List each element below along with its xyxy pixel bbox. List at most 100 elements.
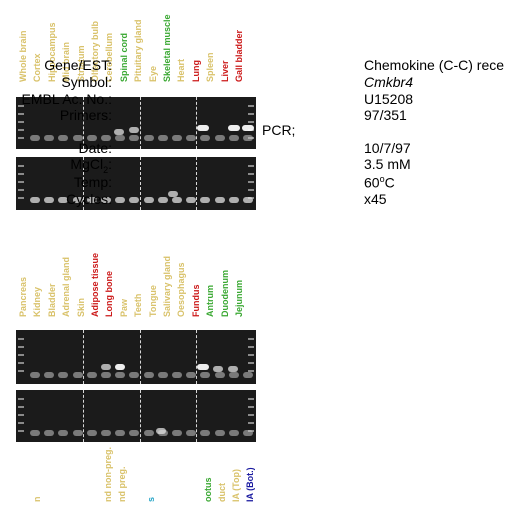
lane-label: nd preg. [117,466,128,503]
panel2-lane-labels: Pancreas Kidney Bladder Adrenal gland Skin Ad… [16,247,256,327]
gel-band [101,197,111,203]
gel-band [86,430,97,436]
ladder-band [248,354,254,356]
gel-band [115,197,126,203]
lane-label: Spinal cord [118,32,129,82]
gel-band [129,135,140,141]
gel-band [129,197,140,203]
gel-band [30,430,40,436]
lane-label: IA (Bot.) [245,467,256,502]
lane-label: Fundus [190,284,201,318]
gel-band [157,372,168,378]
panel1-gel-bottom [16,157,256,210]
gel-band [72,430,83,436]
gel-band [228,125,240,131]
gel-band [172,135,182,141]
gel-band [101,372,111,378]
gel-band [172,197,182,203]
ladder-band [18,354,24,356]
ladder-band [248,406,254,408]
gel-band [44,135,55,141]
embl-label: EMBL Ac. No.: [21,91,112,107]
date-label: Date: [78,140,112,156]
gel-band [86,197,97,203]
gel-band [72,197,83,203]
gel-band [58,372,69,378]
ladder-band [18,197,24,199]
lane-label [132,432,144,512]
gel-band [156,428,166,434]
cycles-label: Cycles: [66,191,112,207]
lane-label: Liver [219,60,230,82]
lane-label: Spleen [205,52,216,82]
lane-label: nd non-preg. [103,447,114,502]
lane-divider [83,97,84,149]
lane-label [46,432,58,512]
mgcl-value: 3.5 mM [364,156,411,172]
lane-label [61,432,73,512]
lane-divider [196,157,197,210]
lane-divider [83,390,84,442]
gel-band [197,364,209,370]
lane-label: Salivary gland [162,255,172,317]
lane-label: Long bone [104,271,115,317]
gel-band [243,197,253,203]
gel-band [228,366,238,372]
ladder-band [18,370,24,372]
ladder-band [18,346,24,348]
gel-band [186,372,197,378]
gel-band [172,372,182,378]
ladder-band [18,430,24,432]
lane-label: Adipose tissue [90,252,100,317]
gel-band [114,129,124,135]
lane-label: Tongue [147,285,158,317]
ladder-band [18,121,24,123]
gel-band [157,197,168,203]
gel-band [214,372,225,378]
symbol-label: Symbol: [61,74,112,90]
ladder-band [18,422,24,424]
lane-divider [140,157,141,210]
lane-label: Pancreas [18,276,28,317]
ladder-band [248,422,254,424]
gel-band [58,430,69,436]
lane-label: Bladder [46,283,57,317]
gel-band [30,197,40,203]
lane-label: Heart [176,58,187,82]
gel-band [72,135,83,141]
gel-band [115,372,126,378]
gel-band [186,197,197,203]
gel-band [101,364,111,370]
gel-band [129,372,140,378]
lane-label: ootus [202,477,213,503]
lane-label: Duodenum [219,270,230,317]
gel-band [115,135,126,141]
gel-band [200,372,211,378]
ladder-band [18,129,24,131]
panel3-lane-labels: n nd non-preg. nd preg. s ootus duct IA (Top) I… [16,432,256,512]
gel-band [86,372,97,378]
lane-label [75,432,87,512]
ladder-band [248,414,254,416]
date-value: 10/7/97 [364,140,411,156]
gel-band [242,125,254,131]
cycles-value: x45 [364,191,387,207]
lane-divider [140,97,141,149]
gel-band [129,127,139,133]
ladder-band [248,398,254,400]
lane-label: Adrenal gland [61,256,72,317]
gel-band [30,135,40,141]
gel-band [58,135,69,141]
ladder-band [248,165,254,167]
gel-band [115,364,125,370]
gel-band [200,197,211,203]
ladder-band [18,105,24,107]
ladder-band [18,189,24,191]
gel-band [213,366,223,372]
gel-band [44,430,55,436]
lane-label: Eye [147,65,158,82]
temp-label: Temp: [73,174,112,190]
ladder-band [18,406,24,408]
temp-value: 60oC [364,174,395,191]
gel-band [44,372,55,378]
